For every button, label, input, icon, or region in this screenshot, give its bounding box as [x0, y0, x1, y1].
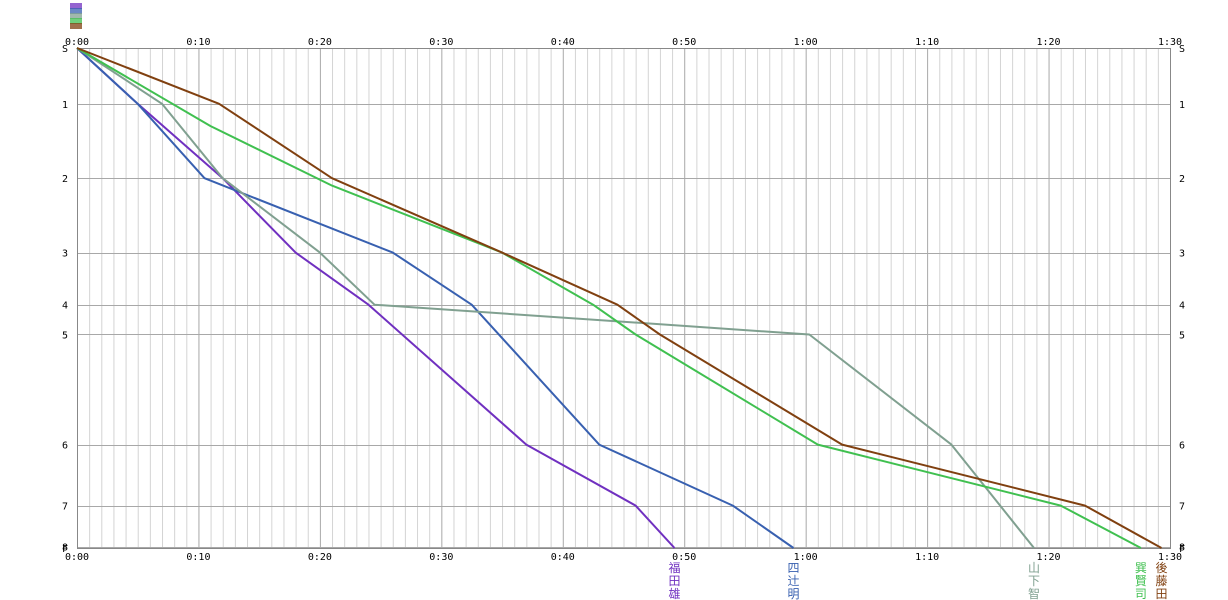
checkpoint-label-right: 5 [1179, 330, 1185, 341]
start-legend-swatch-4 [70, 18, 82, 24]
checkpoint-label-left: 8 [62, 543, 68, 554]
x-tick-label-bottom: 0:20 [308, 552, 332, 563]
x-tick-label-bottom: 1:30 [1158, 552, 1182, 563]
checkpoint-label-right: 3 [1179, 249, 1185, 260]
checkpoint-label-left: 1 [62, 100, 68, 111]
x-tick-label-bottom: 0:30 [429, 552, 453, 563]
runner-name-1: 福田雄 [668, 560, 680, 600]
checkpoint-label-right: 2 [1179, 174, 1185, 185]
checkpoint-label-left: 6 [62, 441, 68, 452]
checkpoint-label-right: 4 [1179, 301, 1185, 312]
x-tick-label-top: 0:30 [429, 37, 453, 48]
start-legend-swatch-1 [70, 3, 82, 9]
x-tick-label-top: 1:00 [794, 37, 818, 48]
runner-name-2: 四辻明 [788, 561, 800, 600]
x-tick-label-top: 1:20 [1037, 37, 1061, 48]
runner-name-3: 山下智 [1028, 561, 1040, 600]
runner-name-4: 巽賢司 [1135, 561, 1147, 600]
grid [77, 48, 1171, 549]
runner-name-5: 後藤田 [1155, 561, 1167, 600]
series-lines [76, 47, 1162, 549]
series-line-1 [76, 47, 676, 549]
x-tick-label-top: 0:00 [65, 37, 89, 48]
checkpoint-label-left: 5 [62, 330, 68, 341]
start-legend-swatch-2 [70, 8, 82, 14]
plot-frame [77, 48, 1171, 549]
x-tick-label-top: 1:10 [915, 37, 939, 48]
x-tick-label-top: 0:10 [186, 37, 210, 48]
checkpoint-label-right: F [1179, 544, 1185, 555]
start-legend-swatch-5 [70, 23, 82, 29]
checkpoint-label-left: 2 [62, 174, 68, 185]
x-tick-label-top: 0:50 [672, 37, 696, 48]
checkpoint-label-left: 3 [62, 249, 68, 260]
x-tick-label-bottom: 1:00 [794, 552, 818, 563]
checkpoint-label-right: S [1179, 44, 1185, 55]
axis-labels: 0:00 0:00 0:10 0:10 0:20 0:20 0:30 0:30 0:40 0:40… [62, 37, 1185, 563]
top-legend [70, 3, 82, 29]
checkpoint-label-right: 6 [1179, 441, 1185, 452]
x-tick-label-bottom: 0:40 [551, 552, 575, 563]
checkpoint-label-left: S [62, 44, 68, 55]
checkpoint-label-right: 1 [1179, 100, 1185, 111]
x-tick-label-top: 0:20 [308, 37, 332, 48]
series-line-5 [76, 47, 1162, 549]
x-tick-label-bottom: 0:00 [65, 552, 89, 563]
x-tick-label-bottom: 0:50 [672, 552, 696, 563]
checkpoint-label-left: 4 [62, 301, 68, 312]
x-tick-label-top: 0:40 [551, 37, 575, 48]
series-line-3 [76, 47, 1035, 549]
start-legend-swatch-3 [70, 13, 82, 19]
x-tick-label-bottom: 1:20 [1037, 552, 1061, 563]
checkpoint-label-right: 8 [1179, 543, 1185, 554]
x-tick-label-bottom: 0:10 [186, 552, 210, 563]
x-tick-label-bottom: 1:10 [915, 552, 939, 563]
series-line-2 [76, 47, 795, 549]
series-line-4 [76, 47, 1142, 549]
x-tick-label-top: 1:30 [1158, 37, 1182, 48]
checkpoint-label-left: 7 [62, 502, 68, 513]
checkpoint-label-left: F [62, 544, 68, 555]
checkpoint-label-right: 7 [1179, 502, 1185, 513]
